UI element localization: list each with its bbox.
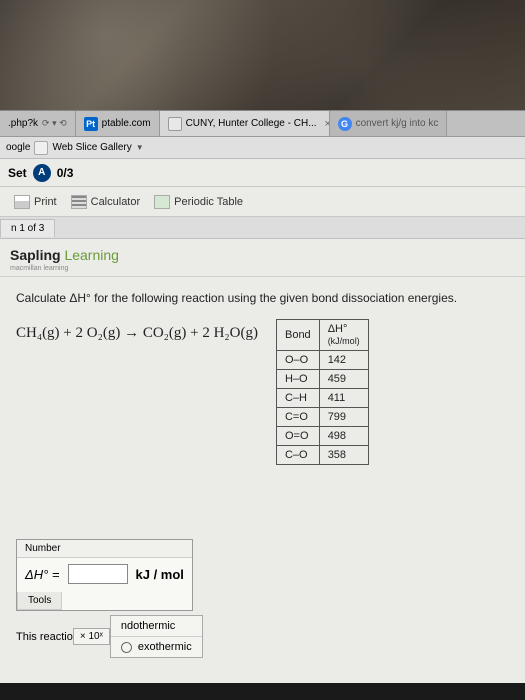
bookmark-bar: oogle Web Slice Gallery ▼: [0, 137, 525, 159]
google-favicon: G: [338, 117, 352, 131]
table-row: O=O498: [276, 427, 368, 446]
bond-header: Bond: [276, 320, 319, 351]
number-label: Number: [17, 540, 192, 558]
question-text: Calculate ΔH° for the following reaction…: [16, 291, 509, 305]
bookmark-web-slice[interactable]: Web Slice Gallery: [52, 142, 131, 153]
table-row: O–O142: [276, 351, 368, 370]
bookmark-google[interactable]: oogle: [6, 142, 30, 153]
print-button[interactable]: Print: [14, 195, 57, 209]
chevron-down-icon[interactable]: ▼: [136, 143, 144, 152]
brand-header: Sapling Learning: [0, 239, 525, 265]
delta-h-lhs: ΔH° =: [25, 567, 60, 582]
tab-bar: .php?k ⟳ ▾ ⟲ Pt ptable.com CUNY, Hunter …: [0, 111, 525, 137]
chemical-equation: CH₄(g) + 2 O₂(g) → CO₂(g) + 2 H₂O(g): [16, 319, 258, 342]
ten-power-button[interactable]: × 10ˣ: [73, 628, 110, 645]
calculator-label: Calculator: [91, 196, 141, 208]
tab-label: ptable.com: [102, 118, 151, 129]
tab-label: CUNY, Hunter College - CH...: [186, 118, 317, 129]
number-input-box: Number ΔH° = kJ / mol Tools: [16, 539, 193, 611]
brand-tagline: macmillan learning: [0, 265, 525, 277]
page-content: Set A 0/3 Print Calculator Periodic Tabl…: [0, 159, 525, 683]
periodic-table-label: Periodic Table: [174, 196, 243, 208]
dh-header: ΔH° (kJ/mol): [319, 320, 368, 351]
browser-chrome: .php?k ⟳ ▾ ⟲ Pt ptable.com CUNY, Hunter …: [0, 110, 525, 683]
brand-sub: Learning: [64, 247, 119, 263]
web-slice-icon: [34, 141, 48, 155]
page-tabs: n 1 of 3: [0, 217, 525, 239]
tab-google[interactable]: G convert kj/g into kc: [330, 111, 448, 136]
question-area: Calculate ΔH° for the following reaction…: [0, 277, 525, 479]
equation-row: CH₄(g) + 2 O₂(g) → CO₂(g) + 2 H₂O(g) Bon…: [16, 319, 509, 465]
table-row: H–O459: [276, 370, 368, 389]
table-row: C=O799: [276, 408, 368, 427]
reaction-prefix: This reactio: [16, 631, 73, 643]
toolbar: Print Calculator Periodic Table: [0, 187, 525, 217]
tab-php[interactable]: .php?k ⟳ ▾ ⟲: [0, 111, 76, 136]
tab-label: .php?k: [8, 118, 38, 129]
tab-ptable[interactable]: Pt ptable.com: [76, 111, 160, 136]
set-label: Set: [8, 166, 27, 180]
reaction-row: This reactio × 10ˣ ndothermic exothermic: [16, 615, 509, 658]
print-icon: [14, 195, 30, 209]
set-badge: A: [33, 164, 51, 182]
option-label: exothermic: [138, 641, 192, 653]
tab-cuny[interactable]: CUNY, Hunter College - CH... ×: [160, 111, 330, 136]
set-bar: Set A 0/3: [0, 159, 525, 187]
print-label: Print: [34, 196, 57, 208]
tools-tab[interactable]: Tools: [17, 592, 62, 610]
calculator-icon: [71, 195, 87, 209]
bond-table: Bond ΔH° (kJ/mol) O–O142 H–O459 C–H411 C…: [276, 319, 369, 465]
answer-block: Number ΔH° = kJ / mol Tools This reactio…: [0, 539, 525, 658]
table-row: C–H411: [276, 389, 368, 408]
calculator-button[interactable]: Calculator: [71, 195, 141, 209]
option-label: ndothermic: [121, 620, 175, 632]
table-row: C–O358: [276, 446, 368, 465]
sapling-favicon: [168, 117, 182, 131]
reaction-options: ndothermic exothermic: [110, 615, 203, 658]
option-endothermic[interactable]: ndothermic: [111, 616, 202, 636]
set-progress: 0/3: [57, 166, 74, 180]
desk-photo-background: [0, 0, 525, 110]
unit-label: kJ / mol: [136, 567, 184, 582]
periodic-table-icon: [154, 195, 170, 209]
brand-name: Sapling: [10, 247, 61, 263]
periodic-table-button[interactable]: Periodic Table: [154, 195, 243, 209]
page-indicator[interactable]: n 1 of 3: [0, 219, 55, 237]
answer-input[interactable]: [68, 564, 128, 584]
option-exothermic[interactable]: exothermic: [111, 636, 202, 657]
radio-icon: [121, 642, 132, 653]
tab-controls[interactable]: ⟳ ▾ ⟲: [42, 118, 67, 129]
ptable-favicon: Pt: [84, 117, 98, 131]
tab-label: convert kj/g into kc: [356, 118, 439, 129]
